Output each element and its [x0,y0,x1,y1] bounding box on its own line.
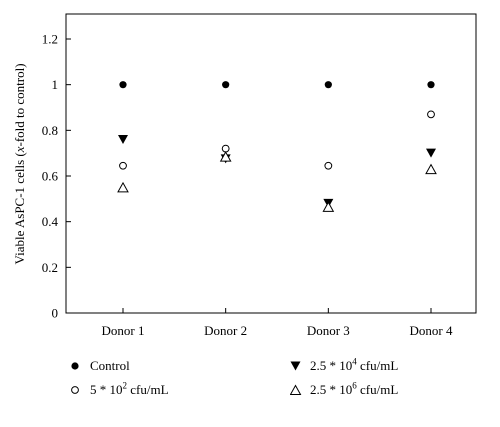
data-point-series-1 [119,81,127,89]
data-point-series-2 [427,110,435,119]
data-point-series-4 [425,163,437,175]
data-point-series-2 [324,161,333,170]
plot-area-frame [65,13,477,314]
y-tick-label: 1 [52,77,59,92]
y-tick-label: 0.8 [42,123,58,138]
filled-circle-icon [71,362,79,370]
data-point-series-1 [324,81,332,89]
data-point-series-4 [117,181,129,193]
y-tick-label: 0.6 [42,169,59,184]
y-axis-ticks: 0 0.2 0.4 0.6 0.8 1 1.2 [42,32,71,321]
x-tick-label: Donor 4 [410,323,453,338]
y-tick-label: 0.2 [42,260,58,275]
filled-triangle-down-icon [290,361,301,371]
data-point-series-4 [322,201,335,212]
data-point-series-1 [427,81,435,89]
data-point-series-4 [219,151,232,162]
data-point-series-3 [426,148,436,158]
y-axis-title: Viable AsPC-1 cells (x-fold to control) [12,63,27,264]
y-tick-label: 1.2 [42,32,58,47]
legend-label-2-5e6: 2.5 * 106 cfu/mL [310,380,399,397]
x-tick-label: Donor 3 [307,323,350,338]
legend-label-control: Control [90,358,130,373]
x-axis-ticks: Donor 1 Donor 2 Donor 3 Donor 4 [102,308,453,338]
y-tick-label: 0 [52,306,59,321]
open-circle-icon [71,386,79,394]
data-point-series-1 [222,81,230,89]
legend-label-5e2: 5 * 102 cfu/mL [90,380,169,397]
data-point-series-3 [118,134,128,144]
legend-label-2-5e4: 2.5 * 104 cfu/mL [310,356,399,373]
data-points [117,81,437,212]
x-tick-label: Donor 2 [204,323,247,338]
data-point-series-2 [119,161,127,170]
y-tick-label: 0.4 [42,214,59,229]
open-triangle-up-icon [290,384,302,395]
x-tick-label: Donor 1 [102,323,145,338]
